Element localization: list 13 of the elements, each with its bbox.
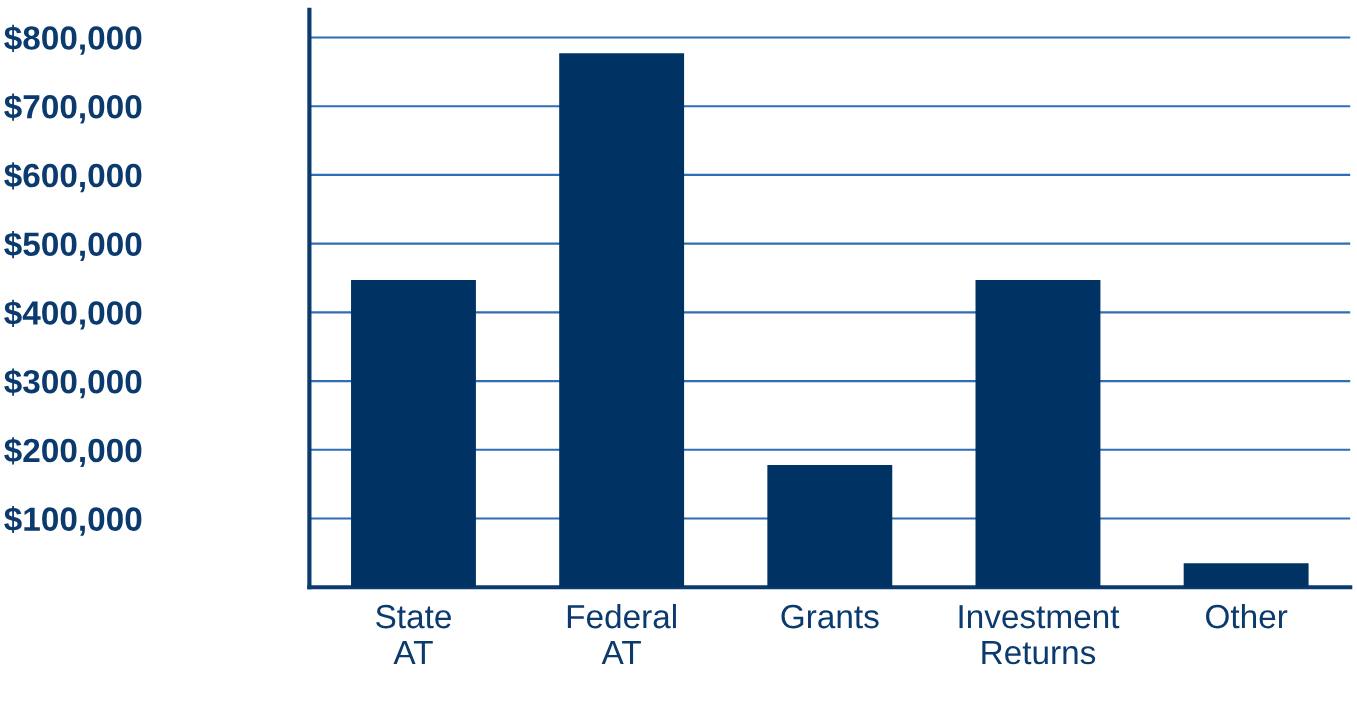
y-tick-label: $700,000 [4, 93, 142, 124]
x-tick-label: Grants [781, 604, 879, 629]
y-tick-label: $200,000 [4, 437, 142, 468]
y-tick-label: $600,000 [4, 162, 142, 193]
y-tick-label: $300,000 [4, 368, 142, 399]
x-tick-label: Investment Returns [959, 605, 1120, 665]
x-tick-label: Other [1206, 603, 1288, 629]
y-tick-label: $800,000 [4, 24, 142, 55]
x-tick-label: Federal AT [567, 603, 676, 665]
x-tick-label: State AT [376, 604, 451, 665]
y-tick-label: $500,000 [4, 230, 142, 261]
y-tick-label: $100,000 [4, 505, 142, 536]
y-tick-label: $400,000 [4, 299, 142, 330]
